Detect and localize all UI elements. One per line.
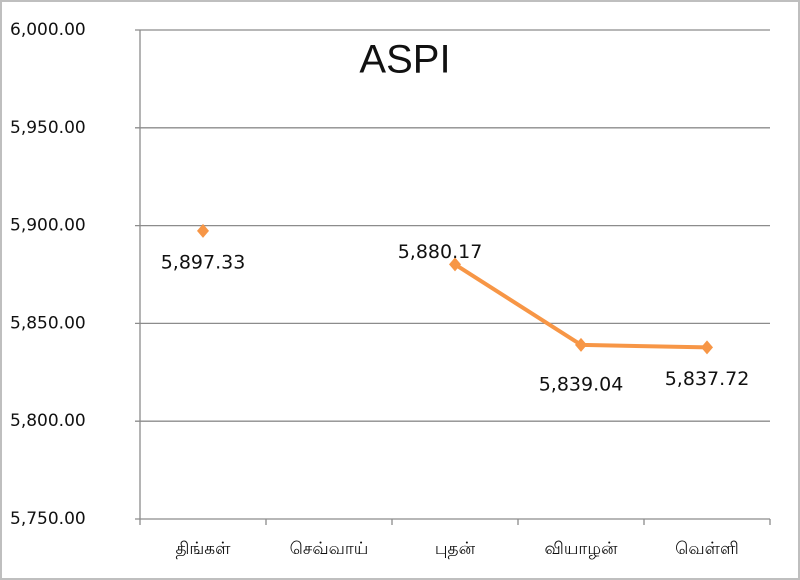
data-point (449, 257, 461, 272)
y-tick-label: 5,750.00 (10, 509, 86, 529)
x-tick-label: வெள்ளி (675, 539, 739, 559)
data-label: 5,897.33 (161, 251, 246, 273)
x-tick-label: வியாழன் (545, 539, 618, 559)
chart-title: ASPI (359, 38, 450, 82)
y-tick-label: 5,850.00 (10, 313, 86, 333)
x-tick-label: புதன் (435, 539, 476, 559)
y-tick-label: 5,800.00 (10, 411, 86, 431)
data-point (701, 340, 713, 355)
data-point (197, 223, 209, 238)
y-tick-label: 6,000.00 (10, 20, 86, 40)
x-tick-label: திங்கள் (175, 539, 231, 559)
y-tick-label: 5,900.00 (10, 216, 86, 236)
data-label: 5,837.72 (665, 368, 750, 390)
data-label: 5,880.17 (398, 241, 483, 263)
data-label: 5,839.04 (539, 373, 624, 395)
y-tick-label: 5,950.00 (10, 118, 86, 138)
x-tick-label: செவ்வாய் (290, 539, 369, 559)
data-point (575, 337, 587, 352)
